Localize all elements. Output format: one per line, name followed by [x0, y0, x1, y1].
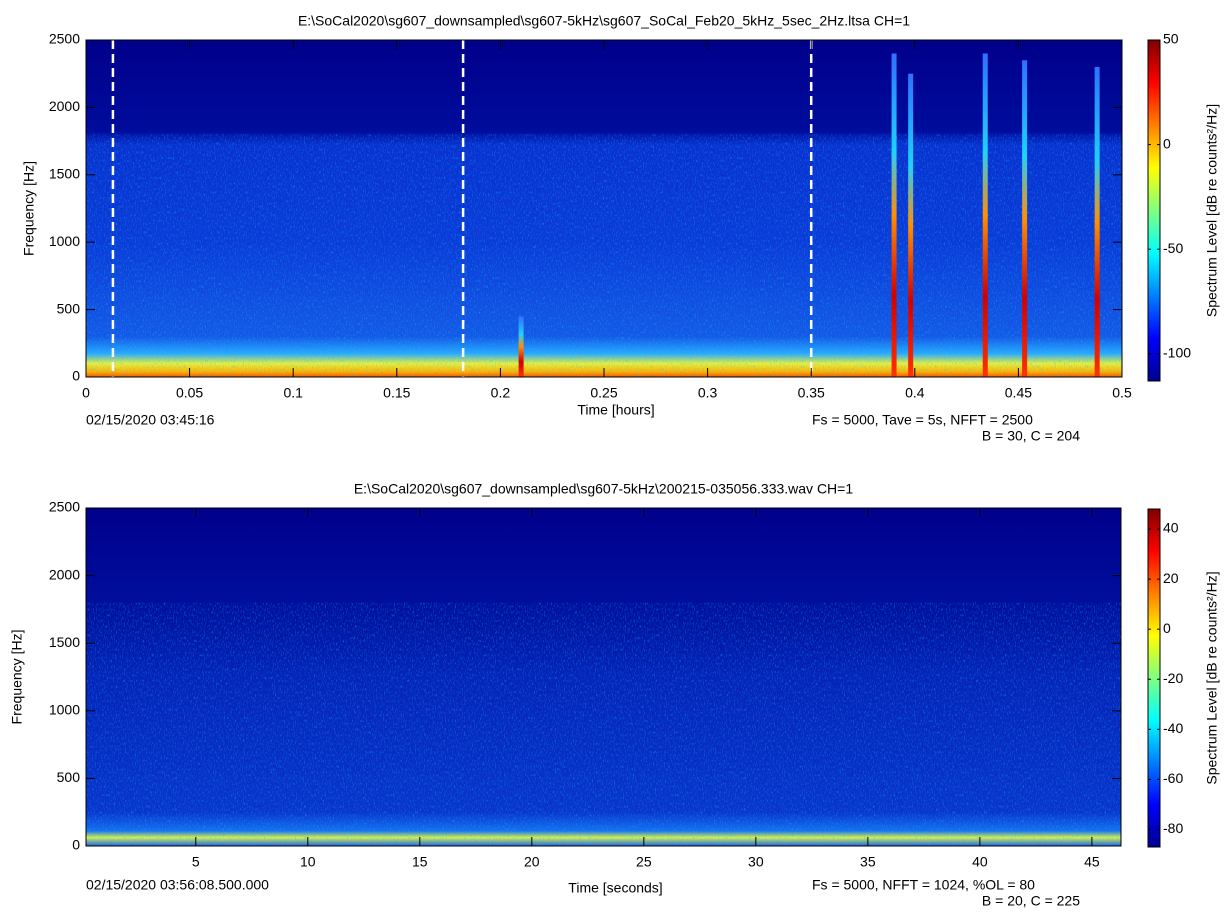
x-axis-label: Time [hours]	[577, 402, 654, 418]
x-tick-label: 0.25	[590, 385, 617, 401]
parameters-2: B = 30, C = 204	[982, 428, 1080, 444]
plot-area	[86, 508, 1121, 846]
y-tick-label: 2000	[49, 98, 80, 114]
call-event	[908, 73, 914, 377]
x-axis-label: Time [seconds]	[568, 880, 662, 896]
x-tick-label: 10	[300, 854, 316, 870]
x-tick-label: 0	[82, 385, 90, 401]
y-tick-label: 2500	[49, 499, 80, 515]
x-tick-label: 0.45	[1005, 385, 1032, 401]
x-tick-label: 5	[192, 854, 200, 870]
x-tick-label: 15	[412, 854, 428, 870]
call-event	[1022, 60, 1028, 377]
x-tick-label: 0.05	[176, 385, 203, 401]
x-tick-label: 20	[524, 854, 540, 870]
y-axis-label: Frequency [Hz]	[21, 161, 37, 256]
x-tick-label: 45	[1084, 854, 1100, 870]
chart-title: E:\SoCal2020\sg607_downsampled\sg607-5kH…	[354, 481, 853, 497]
y-axis-label: Frequency [Hz]	[9, 630, 25, 725]
colorbar-tick-label: 0	[1163, 620, 1171, 636]
x-tick-label: 40	[972, 854, 988, 870]
axes-frame	[85, 507, 1122, 847]
call-event	[518, 316, 524, 377]
x-tick-label: 0.3	[698, 385, 718, 401]
colorbar-label: Spectrum Level [dB re counts²/Hz]	[1204, 571, 1220, 784]
colorbar-tick-label: -40	[1163, 720, 1183, 736]
parameters-2: B = 20, C = 225	[982, 893, 1080, 909]
colorbar-tick-label: -80	[1163, 820, 1183, 836]
y-tick-label: 1500	[49, 166, 80, 182]
call-event	[1094, 66, 1100, 377]
x-tick-label: 0.1	[283, 385, 303, 401]
colorbar-tick-label: -100	[1163, 345, 1191, 361]
colorbar-tick-label: 50	[1163, 31, 1179, 47]
colorbar-tick-label: -60	[1163, 770, 1183, 786]
colorbar-label: Spectrum Level [dB re counts²/Hz]	[1204, 104, 1220, 317]
y-tick-label: 1000	[49, 702, 80, 718]
spectrogram-texture	[86, 134, 1122, 377]
parameters: Fs = 5000, Tave = 5s, NFFT = 2500	[812, 412, 1033, 428]
colorbar	[1147, 508, 1161, 848]
y-tick-label: 1000	[49, 233, 80, 249]
y-tick-label: 1500	[49, 634, 80, 650]
colorbar	[1147, 39, 1161, 382]
y-tick-label: 0	[72, 837, 80, 853]
colorbar-tick-label: -20	[1163, 670, 1183, 686]
x-tick-label: 0.5	[1112, 385, 1132, 401]
x-tick-label: 25	[636, 854, 652, 870]
y-tick-label: 2500	[49, 31, 80, 47]
call-event	[982, 53, 988, 377]
x-tick-label: 0.15	[383, 385, 410, 401]
colorbar-tick-label: 40	[1163, 520, 1179, 536]
x-tick-label: 0.35	[798, 385, 825, 401]
x-tick-label: 0.2	[491, 385, 511, 401]
colorbar-tick-label: 20	[1163, 570, 1179, 586]
colorbar-tick-label: 0	[1163, 135, 1171, 151]
y-tick-label: 500	[57, 769, 81, 785]
y-tick-label: 500	[57, 300, 81, 316]
start-time: 02/15/2020 03:56:08.500.000	[86, 877, 269, 893]
y-tick-label: 2000	[49, 566, 80, 582]
x-tick-label: 30	[748, 854, 764, 870]
x-tick-label: 0.4	[905, 385, 925, 401]
colorbar-tick-label: -50	[1163, 240, 1183, 256]
parameters: Fs = 5000, NFFT = 1024, %OL = 80	[812, 877, 1035, 893]
plot-area	[86, 40, 1122, 377]
x-tick-label: 35	[860, 854, 876, 870]
chart-title: E:\SoCal2020\sg607_downsampled\sg607-5kH…	[298, 13, 910, 29]
call-event	[891, 53, 897, 377]
spectrogram-texture	[86, 602, 1121, 846]
y-tick-label: 0	[72, 368, 80, 384]
start-time: 02/15/2020 03:45:16	[86, 412, 215, 428]
